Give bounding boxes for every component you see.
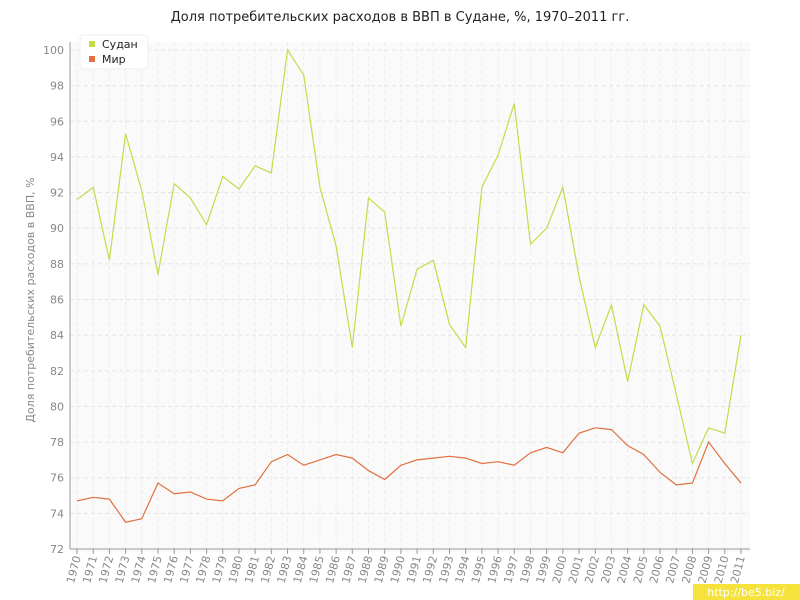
y-tick-label: 88 bbox=[50, 258, 64, 271]
y-tick-label: 74 bbox=[50, 507, 64, 520]
series-line bbox=[76, 427, 742, 523]
watermark: http://be5.biz/ bbox=[707, 586, 785, 599]
chart-title: Доля потребительских расходов в ВВП в Су… bbox=[171, 10, 630, 25]
series-line bbox=[76, 48, 742, 466]
y-tick-label: 94 bbox=[50, 151, 64, 164]
y-tick-label: 76 bbox=[50, 472, 64, 485]
y-tick-label: 96 bbox=[50, 115, 64, 128]
legend-box bbox=[79, 34, 149, 70]
legend-label: Судан bbox=[102, 38, 138, 51]
legend-label: Мир bbox=[102, 53, 126, 66]
legend-swatch bbox=[89, 56, 95, 62]
plot-area bbox=[70, 42, 750, 552]
watermark-bg bbox=[693, 584, 800, 600]
y-tick-label: 80 bbox=[50, 400, 64, 413]
y-tick-label: 92 bbox=[50, 187, 64, 200]
y-tick-label: 78 bbox=[50, 436, 64, 449]
y-axis-label: Доля потребительских расходов в ВВП, % bbox=[24, 177, 37, 422]
y-tick-label: 72 bbox=[50, 543, 64, 556]
y-tick-label: 98 bbox=[50, 80, 64, 93]
legend-swatch bbox=[89, 41, 95, 47]
y-tick-label: 82 bbox=[50, 365, 64, 378]
y-tick-label: 86 bbox=[50, 294, 64, 307]
y-tick-label: 90 bbox=[50, 222, 64, 235]
y-tick-label: 100 bbox=[43, 44, 64, 57]
y-tick-label: 84 bbox=[50, 329, 64, 342]
